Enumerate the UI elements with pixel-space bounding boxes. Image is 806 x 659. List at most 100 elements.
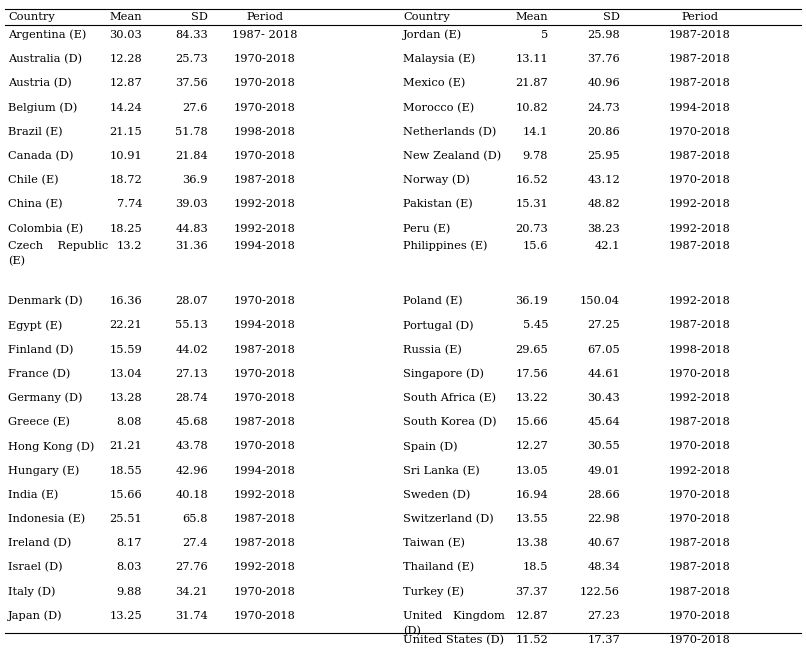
Text: 8.17: 8.17 bbox=[117, 538, 142, 548]
Text: Country: Country bbox=[8, 12, 55, 22]
Text: 1970-2018: 1970-2018 bbox=[669, 442, 731, 451]
Text: New Zealand (D): New Zealand (D) bbox=[403, 151, 501, 161]
Text: 31.74: 31.74 bbox=[175, 611, 208, 621]
Text: 17.56: 17.56 bbox=[515, 369, 548, 379]
Text: Argentina (E): Argentina (E) bbox=[8, 30, 86, 40]
Text: 45.64: 45.64 bbox=[588, 417, 620, 427]
Text: 1987-2018: 1987-2018 bbox=[234, 175, 296, 185]
Text: 1992-2018: 1992-2018 bbox=[669, 466, 731, 476]
Text: (E): (E) bbox=[8, 256, 25, 266]
Text: SD: SD bbox=[191, 12, 208, 22]
Text: 12.27: 12.27 bbox=[515, 442, 548, 451]
Text: 15.66: 15.66 bbox=[515, 417, 548, 427]
Text: Portugal (D): Portugal (D) bbox=[403, 320, 474, 331]
Text: 13.05: 13.05 bbox=[515, 466, 548, 476]
Text: 1987-2018: 1987-2018 bbox=[669, 562, 731, 573]
Text: 44.83: 44.83 bbox=[175, 223, 208, 233]
Text: 150.04: 150.04 bbox=[580, 296, 620, 306]
Text: Greece (E): Greece (E) bbox=[8, 417, 70, 427]
Text: 37.56: 37.56 bbox=[175, 78, 208, 88]
Text: 1987-2018: 1987-2018 bbox=[669, 54, 731, 64]
Text: 44.02: 44.02 bbox=[175, 345, 208, 355]
Text: 44.61: 44.61 bbox=[588, 369, 620, 379]
Text: 30.55: 30.55 bbox=[588, 442, 620, 451]
Text: 1994-2018: 1994-2018 bbox=[234, 320, 296, 330]
Text: 48.34: 48.34 bbox=[588, 562, 620, 573]
Text: 13.28: 13.28 bbox=[110, 393, 142, 403]
Text: 1970-2018: 1970-2018 bbox=[234, 393, 296, 403]
Text: Hong Kong (D): Hong Kong (D) bbox=[8, 441, 94, 451]
Text: Netherlands (D): Netherlands (D) bbox=[403, 127, 496, 137]
Text: Period: Period bbox=[247, 12, 284, 22]
Text: 5: 5 bbox=[541, 30, 548, 40]
Text: 1970-2018: 1970-2018 bbox=[234, 369, 296, 379]
Text: 1987-2018: 1987-2018 bbox=[669, 320, 731, 330]
Text: 18.72: 18.72 bbox=[110, 175, 142, 185]
Text: 25.51: 25.51 bbox=[110, 514, 142, 524]
Text: Brazil (E): Brazil (E) bbox=[8, 127, 63, 137]
Text: 1992-2018: 1992-2018 bbox=[669, 296, 731, 306]
Text: SD: SD bbox=[603, 12, 620, 22]
Text: 39.03: 39.03 bbox=[175, 200, 208, 210]
Text: 30.43: 30.43 bbox=[588, 393, 620, 403]
Text: Czech    Republic: Czech Republic bbox=[8, 241, 108, 250]
Text: 15.31: 15.31 bbox=[515, 200, 548, 210]
Text: 1992-2018: 1992-2018 bbox=[669, 393, 731, 403]
Text: 1992-2018: 1992-2018 bbox=[234, 200, 296, 210]
Text: Colombia (E): Colombia (E) bbox=[8, 223, 83, 234]
Text: Sri Lanka (E): Sri Lanka (E) bbox=[403, 465, 480, 476]
Text: 13.55: 13.55 bbox=[515, 514, 548, 524]
Text: 28.66: 28.66 bbox=[588, 490, 620, 500]
Text: 13.11: 13.11 bbox=[515, 54, 548, 64]
Text: 27.13: 27.13 bbox=[175, 369, 208, 379]
Text: 1987-2018: 1987-2018 bbox=[234, 514, 296, 524]
Text: 1994-2018: 1994-2018 bbox=[234, 466, 296, 476]
Text: 49.01: 49.01 bbox=[588, 466, 620, 476]
Text: 1970-2018: 1970-2018 bbox=[669, 611, 731, 621]
Text: Sweden (D): Sweden (D) bbox=[403, 490, 471, 500]
Text: Jordan (E): Jordan (E) bbox=[403, 30, 463, 40]
Text: Thailand (E): Thailand (E) bbox=[403, 562, 474, 573]
Text: 16.94: 16.94 bbox=[515, 490, 548, 500]
Text: 67.05: 67.05 bbox=[588, 345, 620, 355]
Text: Israel (D): Israel (D) bbox=[8, 562, 63, 573]
Text: 1970-2018: 1970-2018 bbox=[669, 127, 731, 137]
Text: 31.36: 31.36 bbox=[175, 241, 208, 250]
Text: 27.4: 27.4 bbox=[182, 538, 208, 548]
Text: 7.74: 7.74 bbox=[117, 200, 142, 210]
Text: 1987-2018: 1987-2018 bbox=[234, 345, 296, 355]
Text: 1987-2018: 1987-2018 bbox=[234, 538, 296, 548]
Text: 36.19: 36.19 bbox=[515, 296, 548, 306]
Text: South Korea (D): South Korea (D) bbox=[403, 417, 496, 427]
Text: 37.37: 37.37 bbox=[515, 587, 548, 596]
Text: 1992-2018: 1992-2018 bbox=[669, 223, 731, 233]
Text: Norway (D): Norway (D) bbox=[403, 175, 470, 185]
Text: 1987-2018: 1987-2018 bbox=[669, 151, 731, 161]
Text: 43.78: 43.78 bbox=[175, 442, 208, 451]
Text: 1987-2018: 1987-2018 bbox=[669, 30, 731, 40]
Text: Egypt (E): Egypt (E) bbox=[8, 320, 62, 331]
Text: 38.23: 38.23 bbox=[588, 223, 620, 233]
Text: 27.6: 27.6 bbox=[182, 103, 208, 113]
Text: Russia (E): Russia (E) bbox=[403, 345, 462, 355]
Text: 1970-2018: 1970-2018 bbox=[234, 151, 296, 161]
Text: 1987-2018: 1987-2018 bbox=[669, 587, 731, 596]
Text: 25.73: 25.73 bbox=[175, 54, 208, 64]
Text: 28.74: 28.74 bbox=[175, 393, 208, 403]
Text: Japan (D): Japan (D) bbox=[8, 610, 63, 621]
Text: Period: Period bbox=[682, 12, 718, 22]
Text: India (E): India (E) bbox=[8, 490, 58, 500]
Text: 1987-2018: 1987-2018 bbox=[669, 78, 731, 88]
Text: Malaysia (E): Malaysia (E) bbox=[403, 54, 476, 65]
Text: Chile (E): Chile (E) bbox=[8, 175, 59, 185]
Text: 1987-2018: 1987-2018 bbox=[669, 241, 731, 250]
Text: 1970-2018: 1970-2018 bbox=[669, 175, 731, 185]
Text: 12.28: 12.28 bbox=[110, 54, 142, 64]
Text: Country: Country bbox=[403, 12, 450, 22]
Text: 27.76: 27.76 bbox=[175, 562, 208, 573]
Text: Italy (D): Italy (D) bbox=[8, 587, 56, 597]
Text: 1970-2018: 1970-2018 bbox=[234, 78, 296, 88]
Text: Spain (D): Spain (D) bbox=[403, 441, 458, 451]
Text: 10.91: 10.91 bbox=[110, 151, 142, 161]
Text: 1970-2018: 1970-2018 bbox=[234, 296, 296, 306]
